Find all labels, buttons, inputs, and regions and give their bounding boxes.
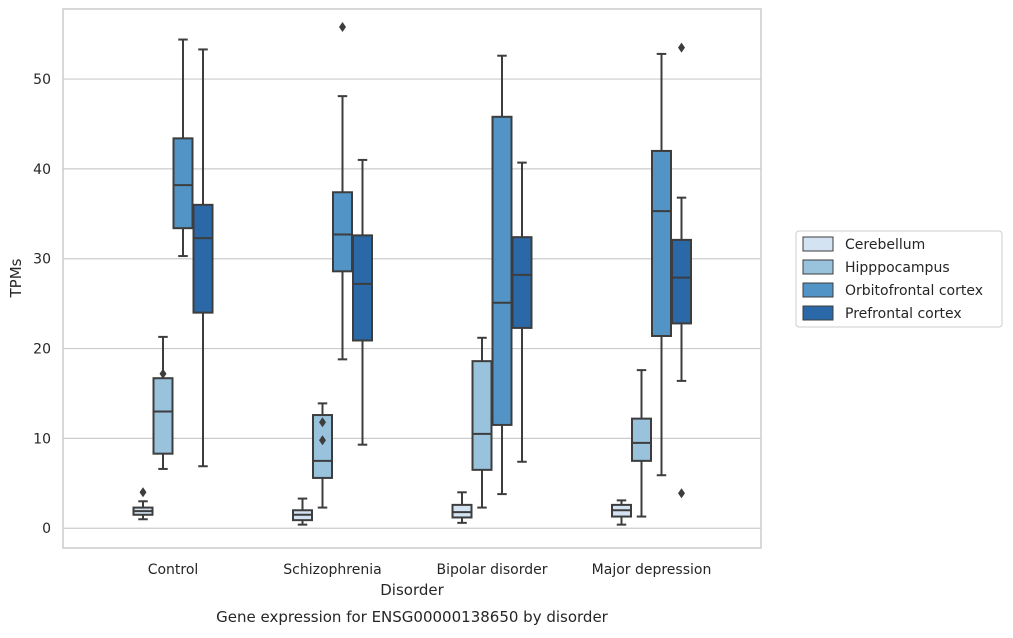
box-1-2: [471, 336, 493, 509]
legend-label-2: Orbitofrontal cortex: [845, 283, 983, 299]
x-axis-label: Disorder: [380, 581, 444, 599]
legend-frame: [795, 230, 1003, 328]
plot-frame: [62, 8, 762, 549]
legend-label-3: Prefrontal cortex: [845, 306, 962, 322]
box-2-1: [332, 21, 353, 361]
box-iqr: [332, 191, 353, 273]
outlier-point: [319, 435, 326, 446]
box-iqr: [152, 377, 174, 455]
y-axis-label: TPMs: [7, 258, 25, 298]
box-2-0: [172, 38, 194, 258]
box-3-3: [671, 42, 692, 499]
box-1-1: [312, 402, 333, 509]
outlier-point: [678, 488, 685, 499]
gridlines: [63, 78, 761, 529]
x-tick-label-1: Schizophrenia: [283, 562, 381, 578]
box-0-2: [451, 491, 473, 524]
box-iqr: [352, 234, 373, 342]
outlier-point: [319, 417, 326, 428]
box-iqr: [491, 115, 513, 426]
legend: Cerebellum Hipppocampus Orbitofrontal cort…: [795, 230, 1003, 328]
x-ticks: Control Schizophrenia Bipolar disorder Majo…: [148, 562, 712, 578]
box-0-3: [611, 499, 632, 526]
chart-caption: Gene expression for ENSG00000138650 by d…: [216, 608, 609, 626]
box-1-3: [631, 369, 652, 518]
box-0-1: [292, 497, 313, 526]
legend-swatch-0: [802, 236, 834, 252]
y-tick-label-0: 0: [42, 521, 51, 537]
box-iqr: [312, 414, 333, 479]
outlier-point: [678, 42, 685, 53]
x-tick-label-0: Control: [148, 562, 199, 578]
box-iqr: [651, 149, 672, 337]
legend-swatch-2: [802, 282, 834, 298]
legend-label-1: Hipppocampus: [845, 260, 950, 276]
box-1-0: [152, 335, 174, 470]
boxes-layer: [132, 21, 692, 526]
outlier-point: [159, 368, 167, 379]
outlier-point: [339, 21, 346, 32]
box-iqr: [192, 203, 214, 314]
box-2-2: [491, 54, 513, 496]
y-tick-label-20: 20: [33, 342, 51, 358]
legend-label-0: Cerebellum: [845, 237, 925, 253]
box-3-0: [192, 48, 214, 468]
x-tick-label-2: Bipolar disorder: [436, 562, 547, 578]
box-iqr: [631, 417, 652, 462]
legend-swatch-3: [802, 305, 834, 321]
box-0-0: [132, 487, 154, 521]
y-tick-label-50: 50: [33, 72, 51, 88]
box-iqr: [471, 360, 493, 471]
legend-swatch-1: [802, 259, 834, 275]
box-iqr: [172, 137, 194, 230]
y-tick-label-40: 40: [33, 162, 51, 178]
box-iqr: [511, 236, 533, 329]
box-3-1: [352, 158, 373, 446]
box-iqr: [671, 238, 692, 325]
y-tick-label-30: 30: [33, 252, 51, 268]
box-3-2: [511, 161, 533, 463]
x-tick-label-3: Major depression: [592, 562, 712, 578]
y-tick-label-10: 10: [33, 431, 51, 447]
outlier-point: [139, 487, 147, 498]
y-ticks: 0 10 20 30 40 50: [33, 72, 51, 537]
